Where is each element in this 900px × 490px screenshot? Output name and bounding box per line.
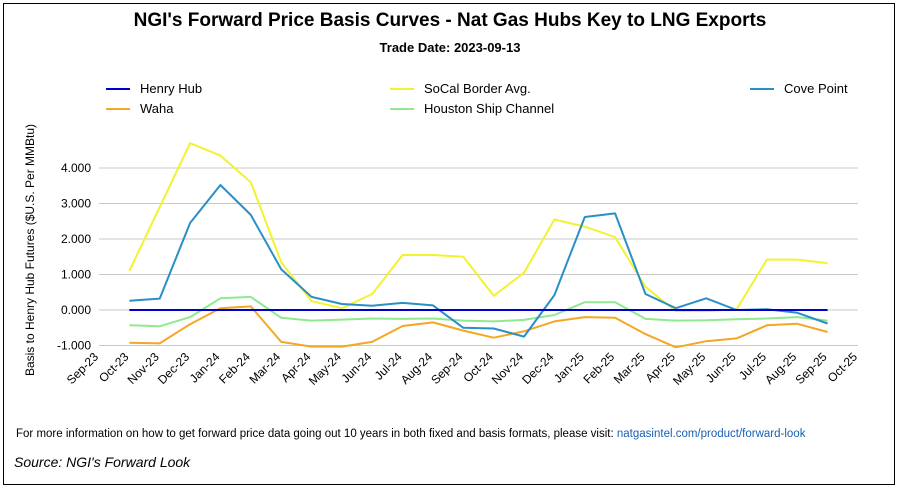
legend-item-houston-ship-channel: Houston Ship Channel xyxy=(390,101,554,116)
x-tick-labels: Sep-23Oct-23Nov-23Dec-23Jan-24Feb-24Mar-… xyxy=(64,349,860,387)
chart-title: NGI's Forward Price Basis Curves - Nat G… xyxy=(133,10,767,31)
x-tick-label: Jan-25 xyxy=(551,349,587,385)
footer-note: For more information on how to get forwa… xyxy=(16,428,805,440)
legend-item-cove-point: Cove Point xyxy=(750,81,848,96)
series-lines xyxy=(128,142,828,349)
x-tick-label: Jun-25 xyxy=(703,349,739,385)
y-tick-labels: 4.000 3.000 2.000 1.000 0.000 -1.000 xyxy=(57,161,91,353)
legend-label: Waha xyxy=(140,101,174,116)
x-tick-label: Mar-24 xyxy=(247,349,284,386)
y-tick-label: 0.000 xyxy=(61,303,91,317)
legend-label: Henry Hub xyxy=(140,81,203,96)
y-tick-label: -1.000 xyxy=(57,339,91,353)
footer-note-text: For more information on how to get forwa… xyxy=(16,428,614,440)
x-tick-label: Nov-24 xyxy=(489,349,526,386)
x-tick-label: Dec-24 xyxy=(519,349,556,386)
series-line-houston-ship-channel xyxy=(129,295,828,328)
legend-swatch xyxy=(390,87,414,90)
legend-swatch xyxy=(750,87,774,90)
chart-frame xyxy=(3,3,895,485)
footer-link[interactable]: natgasintel.com/product/forward-look xyxy=(616,428,806,440)
series-line-waha xyxy=(129,305,828,349)
x-tick-label: Dec-23 xyxy=(155,349,192,386)
x-tick-label: Feb-25 xyxy=(580,349,617,386)
legend-item-waha: Waha xyxy=(106,101,173,116)
legend-item-henry-hub: Henry Hub xyxy=(106,81,202,96)
legend-item-socal-border: SoCal Border Avg. xyxy=(390,81,531,96)
legend-label: Cove Point xyxy=(784,81,848,96)
x-tick-label: Aug-25 xyxy=(762,349,799,386)
legend-swatch xyxy=(390,107,414,110)
x-tick-label: Sep-23 xyxy=(64,349,101,386)
x-tick-label: Nov-23 xyxy=(125,349,162,386)
y-tick-label: 1.000 xyxy=(61,268,91,282)
series-line-cove-point xyxy=(129,184,828,338)
x-tick-label: Aug-24 xyxy=(398,349,435,386)
chart-subtitle: Trade Date: 2023-09-13 xyxy=(379,40,521,55)
y-tick-label: 3.000 xyxy=(61,197,91,211)
x-tick-label: May-25 xyxy=(670,349,708,387)
legend-swatch xyxy=(106,87,130,90)
x-tick-label: Jan-24 xyxy=(187,349,223,385)
legend-label: Houston Ship Channel xyxy=(424,101,555,116)
y-tick-label: 4.000 xyxy=(61,161,91,175)
x-tick-label: Feb-24 xyxy=(216,349,253,386)
y-axis-label: Basis to Henry Hub Futures ($U.S. Per MM… xyxy=(23,124,37,376)
x-tick-label: Sep-24 xyxy=(428,349,465,386)
legend-label: SoCal Border Avg. xyxy=(424,81,531,96)
x-tick-label: Mar-25 xyxy=(611,349,648,386)
x-tick-label: Oct-25 xyxy=(825,349,861,385)
x-tick-label: Jun-24 xyxy=(339,349,375,385)
x-tick-label: Sep-25 xyxy=(792,349,829,386)
legend-swatch xyxy=(106,107,130,110)
y-tick-label: 2.000 xyxy=(61,232,91,246)
x-tick-label: May-24 xyxy=(306,349,344,387)
source-note: Source: NGI's Forward Look xyxy=(14,454,191,470)
